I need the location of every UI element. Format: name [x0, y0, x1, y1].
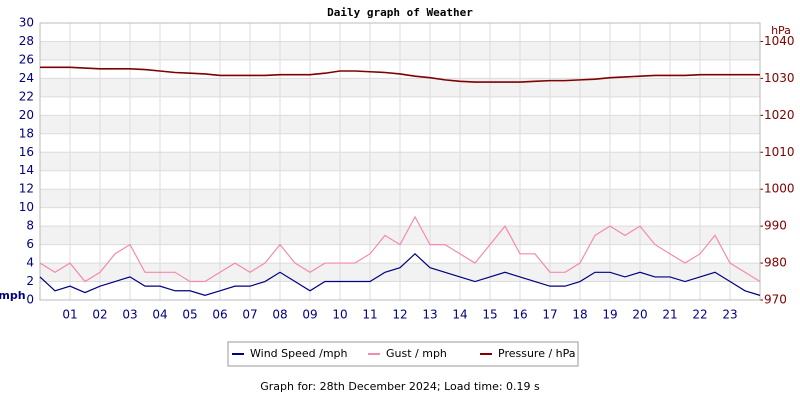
x-tick-label: 11 — [362, 308, 377, 322]
legend-label: Wind Speed /mph — [250, 347, 348, 360]
x-tick-label: 14 — [452, 308, 467, 322]
legend-label: Gust / mph — [386, 347, 447, 360]
y-tick-label: 20 — [19, 108, 34, 122]
y2-tick-label: 1020 — [764, 108, 795, 122]
y-tick-label: 0 — [26, 293, 34, 307]
x-tick-label: 22 — [692, 308, 707, 322]
x-tick-label: 07 — [242, 308, 257, 322]
y-axis-label: mph — [0, 289, 26, 302]
y-tick-label: 16 — [19, 145, 34, 159]
x-tick-label: 17 — [542, 308, 557, 322]
series-line — [39, 215, 761, 283]
legend-box — [227, 341, 579, 367]
y2-tick-label: 990 — [764, 219, 787, 233]
y2-tick-label: 1010 — [764, 145, 795, 159]
x-tick-label: 23 — [722, 308, 737, 322]
x-tick-label: 03 — [122, 308, 137, 322]
x-tick-label: 19 — [602, 308, 617, 322]
x-tick-label: 04 — [152, 308, 167, 322]
y2-tick-label: 1030 — [764, 71, 795, 85]
y2-tick-label: 970 — [764, 293, 787, 307]
x-tick-label: 09 — [302, 308, 317, 322]
x-tick-label: 18 — [572, 308, 587, 322]
x-tick-label: 05 — [182, 308, 197, 322]
x-tick-label: 06 — [212, 308, 227, 322]
y-tick-label: 2 — [26, 274, 34, 288]
y2-tick-label: 1000 — [764, 182, 795, 196]
y-tick-label: 10 — [19, 200, 34, 214]
x-tick-label: 13 — [422, 308, 437, 322]
y-tick-label: 8 — [26, 219, 34, 233]
y-tick-label: 24 — [19, 71, 34, 85]
series-line — [39, 253, 761, 297]
x-tick-label: 16 — [512, 308, 527, 322]
x-tick-label: 08 — [272, 308, 287, 322]
footer: Graph for: 28th December 2024; Load time… — [260, 380, 540, 393]
y-tick-label: 26 — [19, 52, 34, 66]
y-tick-label: 6 — [26, 237, 34, 251]
chart-title: Daily graph of Weather — [327, 6, 473, 19]
y2-tick-label: 1040 — [764, 34, 795, 48]
x-tick-label: 12 — [392, 308, 407, 322]
y-tick-label: 18 — [19, 126, 34, 140]
legend-label: Pressure / hPa — [498, 347, 576, 360]
y-tick-label: 4 — [26, 256, 34, 270]
x-tick-label: 02 — [92, 308, 107, 322]
y2-axis-label: hPa — [771, 24, 791, 37]
x-tick-label: 15 — [482, 308, 497, 322]
y-tick-label: 30 — [19, 16, 34, 30]
x-tick-label: 20 — [632, 308, 647, 322]
x-tick-label: 10 — [332, 308, 347, 322]
series-line — [40, 66, 760, 83]
y-tick-label: 12 — [19, 182, 34, 196]
y-tick-label: 22 — [19, 89, 34, 103]
plot-border — [39, 22, 761, 301]
y-tick-label: 14 — [19, 163, 34, 177]
x-tick-label: 01 — [62, 308, 77, 322]
x-tick-label: 21 — [662, 308, 677, 322]
y2-tick-label: 980 — [764, 256, 787, 270]
y-tick-label: 28 — [19, 34, 34, 48]
